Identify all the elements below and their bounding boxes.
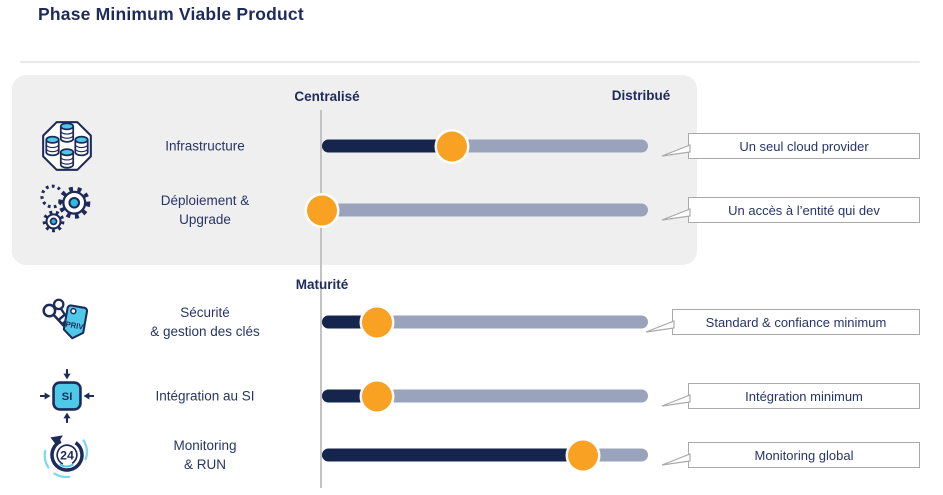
callout-tail-icon: [661, 394, 691, 407]
mvp-highlight-panel: [12, 75, 697, 265]
callout-bubble: Un accès à l’entité qui dev: [661, 197, 920, 223]
slider-track[interactable]: [322, 440, 648, 470]
metric-row-infrastructure: Infrastructure Un seul cloud provider: [0, 114, 943, 178]
metric-label: Sécurité & gestion des clés: [150, 305, 260, 339]
si-integration-icon: SI: [36, 365, 98, 427]
scale-label-centralise: Centralisé: [294, 89, 360, 104]
metric-label: Déploiement & Upgrade: [160, 193, 250, 227]
svg-text:PRIV: PRIV: [65, 320, 85, 332]
scale-label-maturite: Maturité: [295, 277, 349, 292]
monitoring-24-icon: 24: [36, 424, 98, 486]
page-title: Phase Minimum Viable Product: [38, 4, 304, 24]
keys-privilege-icon: PRIV: [36, 291, 98, 353]
svg-text:24: 24: [60, 449, 74, 463]
slider-marker[interactable]: [567, 440, 598, 470]
infrastructure-icon: [36, 115, 98, 177]
metric-row-integration: SI Intégration au SI Intégration minimum: [0, 364, 943, 428]
svg-text:SI: SI: [62, 391, 73, 403]
slider-track[interactable]: [322, 381, 648, 411]
callout-bubble: Monitoring global: [661, 442, 920, 468]
slider-marker[interactable]: [362, 381, 393, 411]
scale-label-distribue: Distribué: [611, 88, 671, 103]
callout-bubble: Standard & confiance minimum: [645, 309, 920, 335]
callout-tail-icon: [661, 144, 691, 157]
metric-row-deploiement: Déploiement & Upgrade Un accès à l’entit…: [0, 178, 943, 242]
slider-track[interactable]: [322, 131, 648, 161]
slider-fill: [322, 448, 583, 462]
callout-tail-icon: [661, 453, 691, 466]
slider-fill: [322, 139, 453, 153]
title-divider: [20, 61, 920, 63]
metric-label: Infrastructure: [165, 138, 245, 154]
slider-marker[interactable]: [307, 195, 337, 225]
callout-tail-icon: [661, 208, 691, 221]
callout-bubble: Intégration minimum: [661, 383, 920, 409]
callout-bubble: Un seul cloud provider: [661, 133, 920, 159]
axis-vertical-line: [320, 110, 322, 488]
slider-marker[interactable]: [437, 131, 468, 161]
metric-label: Monitoring & RUN: [173, 438, 237, 472]
slider-track[interactable]: [307, 195, 648, 225]
gears-icon: [36, 179, 98, 241]
slider-track[interactable]: [322, 307, 648, 337]
metric-row-monitoring: 24 Monitoring & RUN Monitoring global: [0, 423, 943, 487]
slider-marker[interactable]: [362, 307, 393, 337]
metric-label: Intégration au SI: [155, 388, 255, 404]
callout-tail-icon: [645, 320, 675, 333]
metric-row-securite: PRIV Sécurité & gestion des clés Standar…: [0, 290, 943, 354]
